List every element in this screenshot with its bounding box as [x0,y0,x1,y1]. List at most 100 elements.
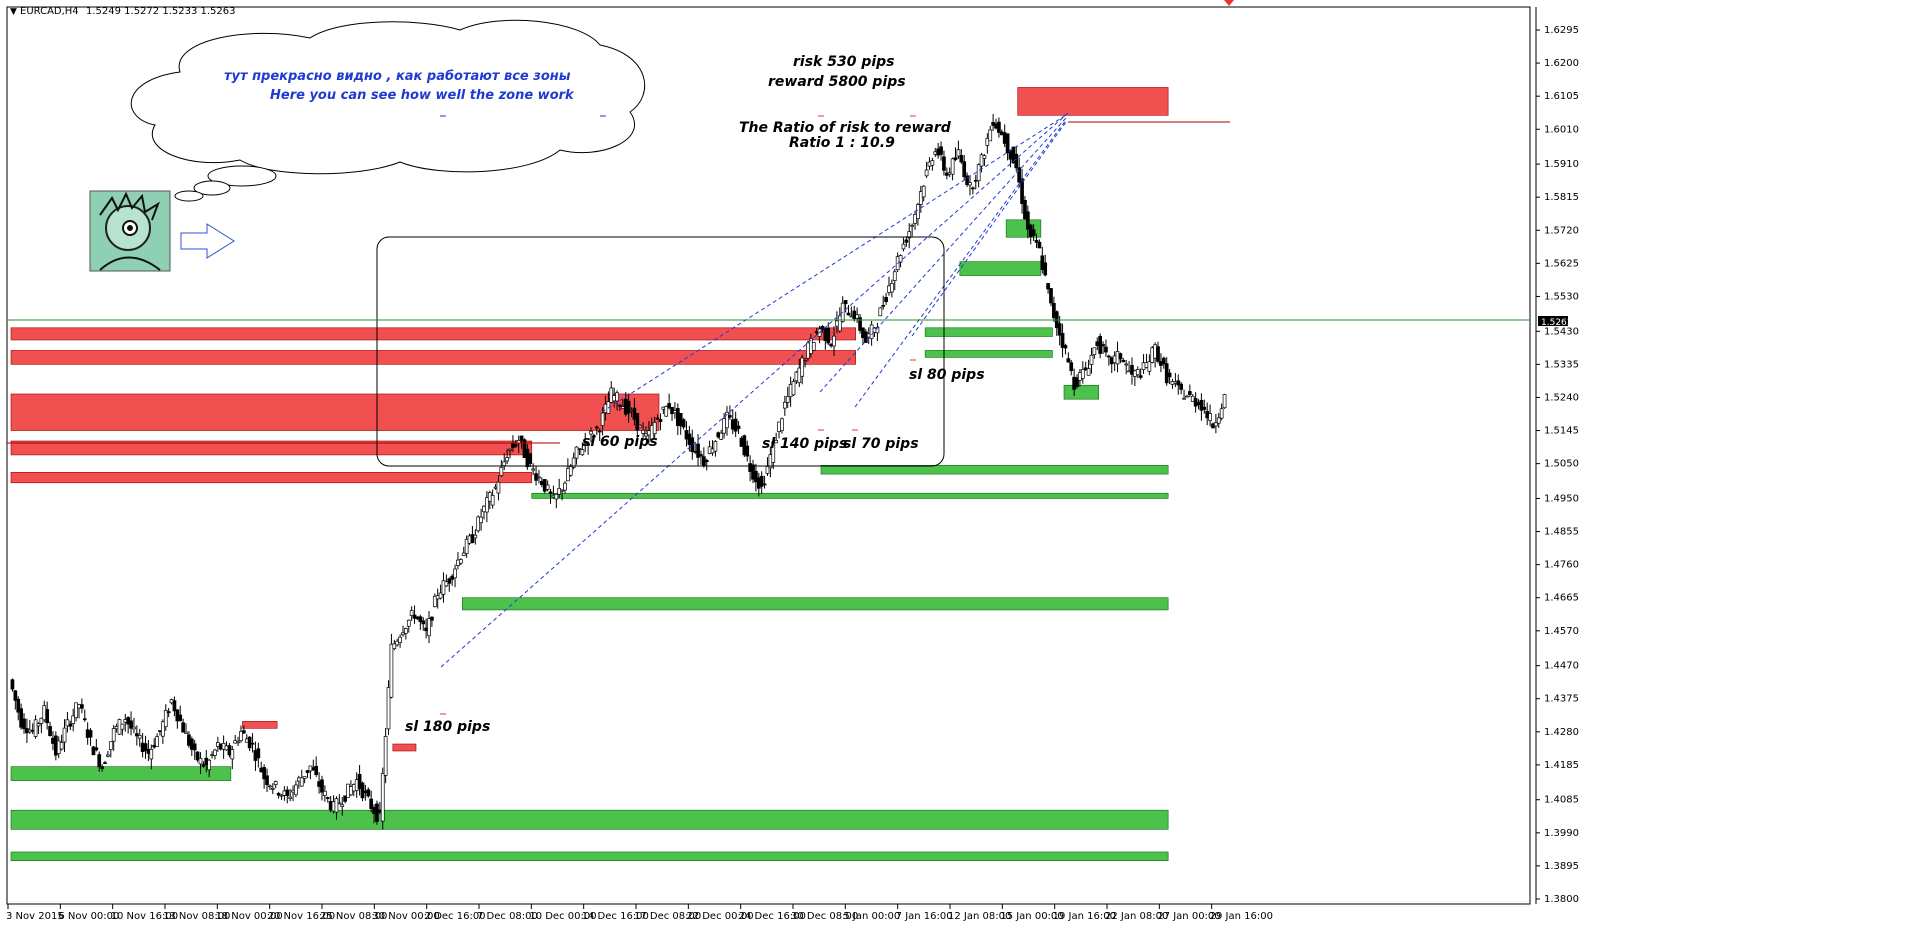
supply-zone-0 [10,327,857,341]
candle-body [91,746,96,756]
candle-body [626,400,631,414]
candle-body [357,773,362,789]
candle-body [759,475,764,487]
chart-title: EURCAD,H4 [20,6,79,17]
candle-body [881,305,886,307]
candle-body [910,224,914,227]
risk-label: risk 530 pips [793,54,895,70]
bubble-dot-2 [193,180,231,196]
trendline-4 [854,119,1067,408]
candle-body [178,714,183,721]
candle-body [982,155,987,159]
candle-body [638,424,643,428]
candle-body [930,160,935,166]
supply-zone-1 [10,350,857,365]
candle-body [490,495,495,506]
demand-zone-5 [820,465,1169,475]
candle-body [386,687,391,730]
demand-zone-7 [1005,219,1042,238]
highlight-box [376,236,945,467]
candle-body [1124,363,1129,366]
candle-body [696,443,700,458]
candle-body [409,610,414,616]
candle-body [1106,355,1111,358]
time-tick-label: 5 Jan 00:00 [843,911,900,922]
candle-body [100,766,104,770]
trendline-3 [819,117,1067,393]
time-tick-label: 12 Jan 08:00 [948,911,1011,922]
time-tick-label: 10 Nov 16:00 [111,911,178,922]
candle-body [250,742,255,745]
candle-body [285,789,290,796]
candle-body [134,733,139,737]
price-tick-label: 1.5625 [1544,258,1579,269]
candle-body [1167,372,1172,378]
candle-body [1031,229,1036,236]
candle-body [736,425,741,429]
candle-body [1147,361,1152,372]
candle-body [294,784,298,796]
candle-body [438,592,443,599]
candle-body [618,404,622,407]
price-tick-label: 1.5240 [1544,392,1579,403]
time-tick-label: 30 Nov 00:00 [372,911,439,922]
time-tick-label: 24 Dec 16:00 [739,911,806,922]
candle-body [1118,353,1123,360]
candle-body [554,493,559,500]
candle-body [1069,362,1074,372]
demand-zone-4 [531,492,1169,499]
candle-body [343,795,347,802]
candle-body [658,419,663,423]
candle-body [916,204,920,219]
demand-zone-9 [924,350,1053,358]
candle-body [19,708,23,728]
candle-body [667,403,671,409]
candle-body [247,736,252,749]
candle-body [782,401,787,409]
candle-body [242,730,246,734]
candle-body [953,157,958,160]
candle-body [713,441,718,452]
candle-body [479,516,483,524]
chart-ohlc: 1.5249 1.5272 1.5233 1.5263 [86,6,236,17]
sl-180-label: sl 180 pips [405,719,490,735]
candle-body [901,243,906,250]
candle-body [1060,332,1065,348]
candle-body [924,169,929,177]
candle-body [470,534,475,543]
candle-body [858,317,862,331]
candle-body [1063,345,1068,349]
price-tick-label: 1.3800 [1544,894,1579,905]
time-tick-label: 6 Nov 00:00 [58,911,119,922]
supply-zone-3 [10,440,533,456]
candle-body [383,736,388,776]
price-tick-label: 1.4470 [1544,661,1579,672]
candle-body [137,735,142,739]
candle-body [742,435,747,456]
demand-zone-1 [10,851,1169,861]
price-tick-label: 1.4280 [1544,727,1579,738]
candle-body [288,796,293,799]
candle-body [1005,133,1010,154]
trendline-5 [911,121,1067,337]
candle-body [1161,357,1166,365]
candle-body [129,720,133,729]
price-tick-label: 1.3895 [1544,861,1579,872]
candle-body [615,392,619,402]
candle-body [965,175,969,185]
candle-body [166,711,171,714]
hollow-arrow-icon [180,223,235,259]
candle-body [1121,359,1126,363]
candle-body [728,415,732,418]
bubble-text-ru: тут прекрасно видно , как работают все з… [224,69,571,84]
candle-body [16,698,21,713]
candle-body [962,161,967,178]
time-tick-label: 7 Dec 08:00 [477,911,538,922]
candle-body [360,782,365,799]
candle-body [149,748,154,760]
candle-body [580,449,585,456]
candle-body [785,396,790,403]
time-tick-label: 22 Dec 00:00 [686,911,753,922]
candle-body [1034,239,1039,243]
